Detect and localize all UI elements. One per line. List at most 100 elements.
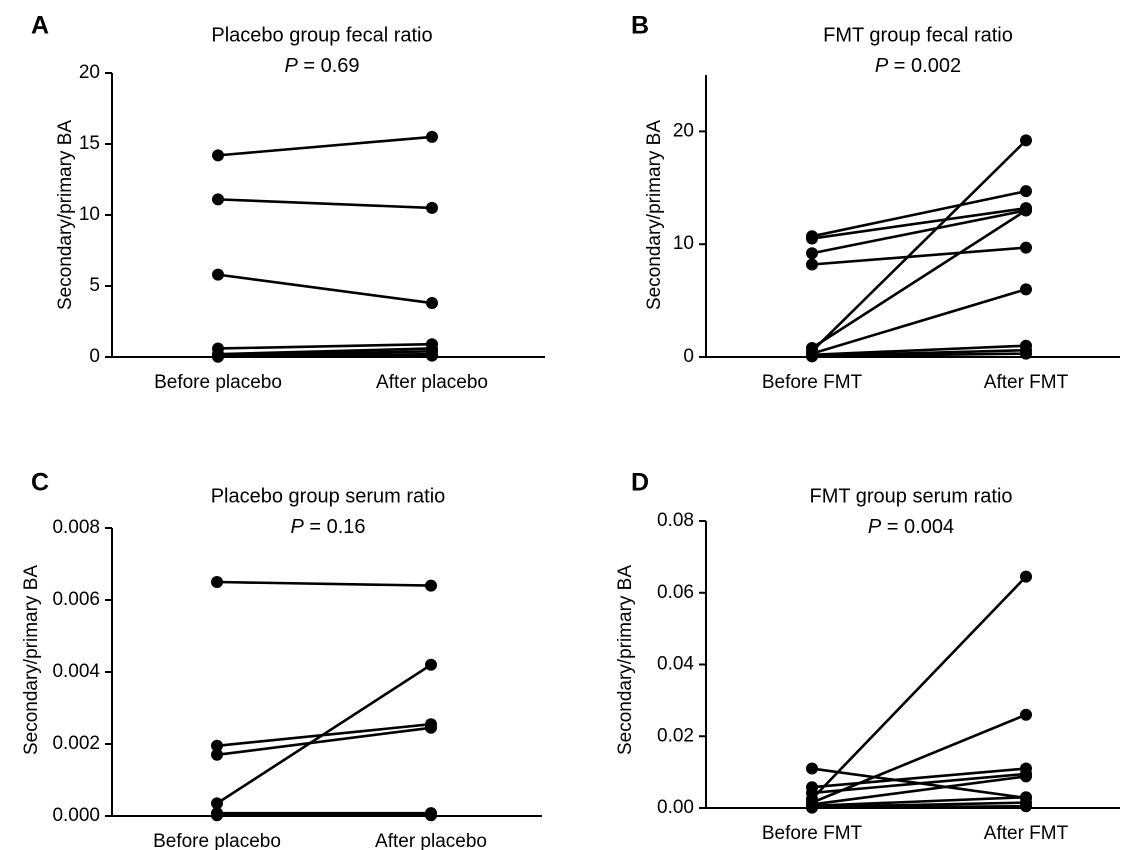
y-tick-label: 5	[89, 275, 100, 296]
series-line	[811, 767, 1027, 789]
data-point	[425, 809, 437, 822]
panel-letter: B	[631, 12, 649, 40]
panel-c: C Placebo group serum ratio P = 0.16 Second…	[21, 469, 542, 850]
series-line	[811, 139, 1027, 353]
chart-title: FMT group fecal ratio	[823, 24, 1013, 46]
data-point	[212, 350, 224, 363]
data-point	[211, 809, 223, 822]
data-point	[212, 193, 224, 206]
x-category-label: Before placebo	[154, 372, 282, 393]
series-line	[811, 713, 1027, 804]
panel-letter: A	[31, 12, 49, 40]
data-point	[1020, 800, 1032, 813]
p-symbol: P	[868, 516, 882, 538]
series-line	[811, 775, 1027, 806]
data-point	[426, 201, 438, 214]
panel-a: A Placebo group fecal ratio P = 0.69 Second…	[31, 12, 545, 393]
y-axis-label: Secondary/primary BA	[615, 565, 636, 755]
series-line	[811, 189, 1027, 238]
data-point	[212, 268, 224, 281]
series-line	[811, 288, 1027, 355]
series-line	[217, 354, 433, 359]
data-point	[425, 579, 437, 592]
y-tick-label: 0.006	[52, 589, 100, 610]
data-point	[211, 739, 223, 752]
y-tick-label: 0.06	[657, 582, 694, 603]
y-tick-label: 20	[79, 62, 100, 83]
series-line	[217, 273, 433, 305]
y-axis-label: Secondary/primary BA	[55, 120, 76, 310]
panel-letter: D	[631, 469, 649, 497]
panel-b: B FMT group fecal ratio P = 0.002 Secondary…	[631, 12, 1120, 393]
series-line	[217, 198, 433, 210]
data-point	[1020, 185, 1032, 198]
chart-title: Placebo group serum ratio	[211, 485, 446, 507]
p-value-label: P = 0.69	[284, 55, 359, 77]
p-value-label: P = 0.002	[875, 55, 961, 77]
data-point	[211, 576, 223, 588]
y-tick-label: 10	[79, 204, 100, 225]
p-value: = 0.16	[304, 516, 366, 538]
p-symbol: P	[875, 55, 889, 77]
series-line	[811, 795, 1027, 808]
y-tick-label: 0	[683, 346, 694, 367]
p-value-label: P = 0.004	[868, 516, 954, 538]
panel-d: D FMT group serum ratio P = 0.004 Secondary…	[615, 469, 1120, 844]
data-point	[806, 350, 818, 363]
y-tick-label: 0.04	[657, 654, 694, 675]
x-category-label: Before FMT	[762, 372, 863, 393]
y-tick-label: 20	[673, 120, 694, 141]
x-category-label: After placebo	[375, 831, 487, 850]
x-category-label: After placebo	[376, 372, 488, 393]
data-point	[1020, 708, 1032, 721]
y-axis-label: Secondary/primary BA	[644, 120, 665, 310]
data-point	[425, 658, 437, 671]
data-point	[212, 149, 224, 162]
x-category-label: Before FMT	[762, 823, 863, 844]
data-point	[806, 801, 818, 814]
data-point	[806, 232, 818, 245]
data-point	[211, 797, 223, 810]
data-point	[1020, 283, 1032, 296]
y-tick-label: 0.000	[52, 805, 100, 826]
series-line	[811, 575, 1027, 800]
data-point	[806, 247, 818, 260]
series-line	[811, 209, 1027, 350]
y-tick-label: 0.00	[657, 797, 694, 818]
series-line	[216, 663, 432, 805]
panel-letter: C	[31, 469, 49, 497]
y-tick-label: 0.02	[657, 725, 694, 746]
y-tick-label: 0.008	[52, 517, 100, 538]
series-line	[217, 347, 433, 356]
y-tick-label: 15	[79, 133, 100, 154]
series-line	[811, 352, 1027, 358]
p-value: = 0.004	[881, 516, 954, 538]
data-point	[1020, 347, 1032, 360]
y-tick-label: 0.002	[52, 733, 100, 754]
data-point	[806, 258, 818, 271]
series-line	[217, 135, 433, 157]
x-category-label: Before placebo	[153, 831, 281, 850]
series-line	[216, 726, 432, 757]
series-line	[216, 580, 432, 587]
y-tick-label: 0	[89, 346, 100, 367]
p-value-label: P = 0.16	[290, 516, 365, 538]
series-line	[217, 342, 433, 350]
chart-title: Placebo group fecal ratio	[211, 24, 432, 46]
data-point	[1020, 134, 1032, 147]
data-point	[426, 349, 438, 362]
data-point	[1020, 570, 1032, 583]
series-line	[811, 246, 1027, 266]
data-point	[426, 297, 438, 310]
series-line	[811, 206, 1027, 240]
series-line	[811, 344, 1027, 357]
data-point	[426, 130, 438, 143]
data-point	[1020, 770, 1032, 783]
x-category-label: After FMT	[984, 823, 1069, 844]
x-category-label: After FMT	[984, 372, 1069, 393]
series-line	[811, 209, 1027, 255]
data-point	[211, 748, 223, 761]
chart-title: FMT group serum ratio	[809, 485, 1012, 507]
p-value: = 0.002	[888, 55, 961, 77]
series-line	[811, 804, 1027, 809]
